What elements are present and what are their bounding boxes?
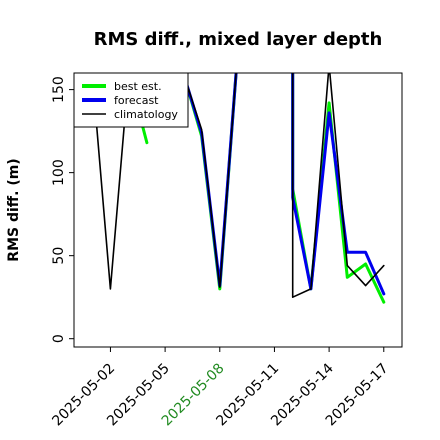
y-tick-label: 100 bbox=[51, 159, 67, 186]
legend-label: climatology bbox=[114, 108, 178, 121]
series-layer bbox=[91, 73, 386, 304]
plot-area-frame bbox=[73, 72, 403, 348]
series-line-climatology-1 bbox=[91, 73, 130, 290]
y-tick-label: 50 bbox=[51, 247, 67, 265]
series-line-climatology-3 bbox=[291, 73, 385, 299]
y-axis-label: RMS diff. (m) bbox=[6, 158, 22, 261]
legend-label: forecast bbox=[114, 94, 159, 107]
x-axis: 2025-05-022025-05-052025-05-082025-05-11… bbox=[49, 347, 392, 429]
legend-label: best est. bbox=[114, 80, 162, 93]
y-tick-label: 150 bbox=[51, 76, 67, 103]
series-line-climatology-2 bbox=[182, 73, 237, 289]
series-line-forecast-1 bbox=[181, 73, 238, 288]
series-line-forecast-2 bbox=[291, 73, 386, 296]
y-tick-label: 0 bbox=[51, 334, 67, 343]
chart-title: RMS diff., mixed layer depth bbox=[94, 29, 383, 50]
y-axis: 0 50 100 150 bbox=[51, 76, 74, 343]
